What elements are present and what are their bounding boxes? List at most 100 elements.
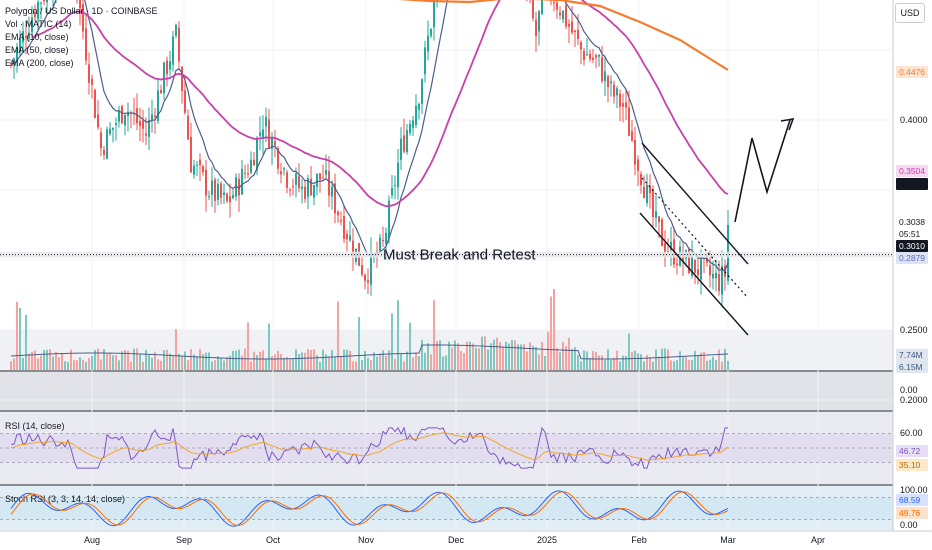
volume-bar (235, 350, 237, 370)
candle-body (241, 168, 243, 195)
price-label: 0.3038 (899, 217, 925, 227)
volume-bar (598, 355, 600, 370)
candle-body (325, 169, 327, 175)
candle-body (208, 196, 210, 198)
candle-body (646, 184, 648, 204)
stoch-d-line (10, 491, 729, 526)
volume-bar (286, 357, 288, 370)
volume-bar (394, 358, 396, 370)
volume-bar (100, 359, 102, 370)
candle-body (145, 133, 147, 136)
candle-body (433, 0, 435, 28)
candle-body (403, 135, 405, 152)
volume-bar (88, 357, 90, 370)
candle-body (700, 257, 702, 280)
candle-body (223, 192, 225, 196)
volume-bar (304, 352, 306, 370)
volume-bar (10, 361, 12, 370)
candle-body (286, 172, 288, 188)
candle-body (697, 269, 699, 276)
projection-arrowhead (780, 117, 795, 131)
candle-body (100, 132, 102, 149)
candle-body (271, 137, 273, 149)
candle-body (676, 263, 678, 266)
candle-body (142, 120, 144, 129)
candle-body (178, 27, 180, 62)
volume-bar (331, 350, 333, 370)
volume-bar (448, 341, 450, 370)
stoch-d-value-label: 49.76 (899, 508, 921, 518)
volume-bar (484, 336, 486, 370)
candle-body (79, 0, 81, 9)
empty-pane-background (0, 372, 893, 410)
volume-bar (310, 349, 312, 370)
volume-bar (673, 361, 675, 370)
volume-bar (628, 333, 630, 370)
volume-bar (475, 347, 477, 370)
volume-bar (592, 351, 594, 370)
volume-bar (379, 353, 381, 370)
candle-body (310, 178, 312, 196)
volume-bar (631, 351, 633, 370)
volume-legend: Vol · MATIC (14) (5, 19, 72, 29)
volume-bar (169, 353, 171, 370)
volume-bar (34, 350, 36, 370)
volume-bar (544, 356, 546, 370)
candle-body (577, 29, 579, 39)
volume-bar (709, 359, 711, 370)
volume-bar (61, 352, 63, 370)
candle-body (604, 71, 606, 82)
candle-body (268, 119, 270, 148)
candle-body (586, 54, 588, 56)
volume-bar (247, 322, 249, 370)
candle-body (211, 180, 213, 195)
candle-body (559, 12, 561, 16)
candle-body (607, 76, 609, 87)
volume-bar (178, 353, 180, 370)
price-label: 6.15M (899, 362, 923, 372)
candle-body (415, 105, 417, 125)
candle-body (232, 194, 234, 199)
volume-bar (106, 353, 108, 370)
volume-bar (679, 351, 681, 370)
volume-bar (217, 356, 219, 370)
stoch-axis-tick: 0.00 (900, 520, 918, 530)
volume-bar (58, 357, 60, 370)
volume-bar (625, 355, 627, 370)
volume-bar (142, 361, 144, 370)
candle-body (622, 103, 624, 107)
volume-bar (610, 359, 612, 370)
volume-bar (481, 336, 483, 370)
currency-button[interactable]: USD (895, 3, 925, 23)
volume-bar (490, 343, 492, 370)
volume-bar (343, 349, 345, 370)
volume-bar (439, 340, 441, 370)
volume-bar (319, 361, 321, 370)
candle-body (640, 173, 642, 186)
volume-bar (445, 355, 447, 370)
candle-body (541, 0, 543, 15)
volume-bar (241, 355, 243, 370)
volume-bar (511, 340, 513, 370)
volume-bar (211, 361, 213, 370)
stoch-axis-tick: 100.00 (900, 485, 928, 495)
candle-body (346, 233, 348, 240)
volume-bar (565, 346, 567, 370)
candle-body (691, 256, 693, 277)
volume-bar (112, 355, 114, 370)
candle-body (304, 186, 306, 200)
price-label: 0.3010 (899, 241, 925, 251)
volume-bar (376, 356, 378, 370)
volume-bar (313, 349, 315, 370)
candle-body (409, 123, 411, 133)
volume-bar (547, 331, 549, 370)
candle-body (610, 81, 612, 84)
ema50-legend: EMA (50, close) (5, 45, 69, 55)
candle-body (175, 24, 177, 36)
time-axis-tick: Aug (84, 535, 100, 545)
candle-body (715, 272, 717, 279)
volume-bar (271, 356, 273, 370)
volume-bar (25, 314, 27, 370)
candle-body (580, 42, 582, 50)
